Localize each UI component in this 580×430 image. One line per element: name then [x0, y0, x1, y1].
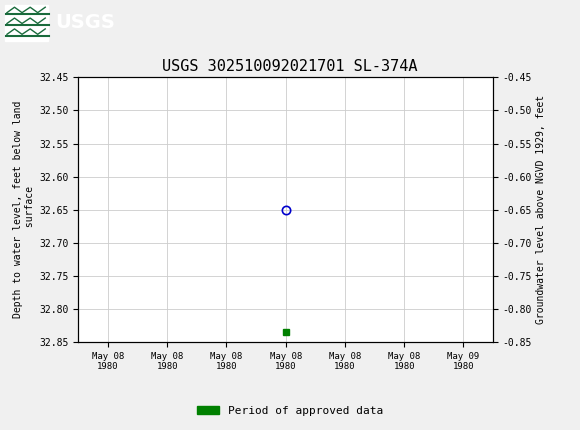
Y-axis label: Groundwater level above NGVD 1929, feet: Groundwater level above NGVD 1929, feet [536, 95, 546, 324]
FancyBboxPatch shape [5, 4, 48, 41]
Legend: Period of approved data: Period of approved data [193, 401, 387, 420]
Text: USGS: USGS [55, 13, 115, 32]
Text: USGS 302510092021701 SL-374A: USGS 302510092021701 SL-374A [162, 59, 418, 74]
Y-axis label: Depth to water level, feet below land
 surface: Depth to water level, feet below land su… [13, 101, 35, 318]
